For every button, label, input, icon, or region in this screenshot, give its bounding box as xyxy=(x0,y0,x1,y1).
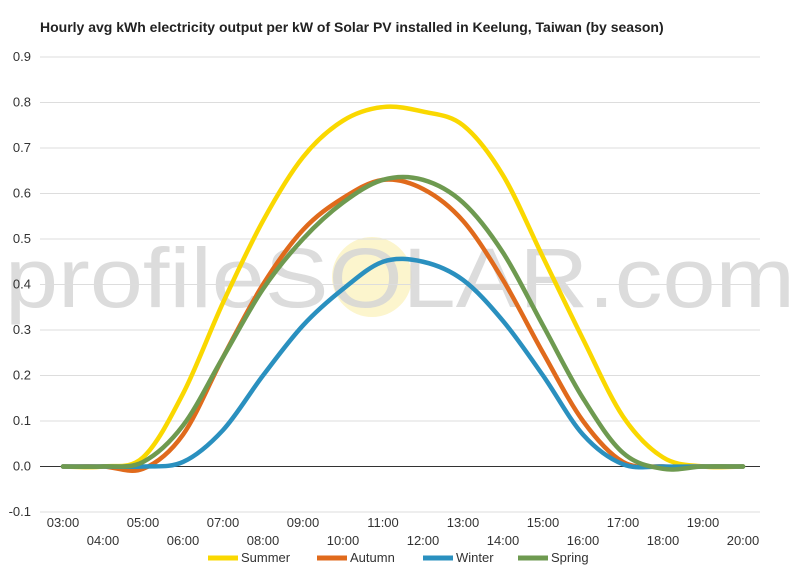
watermark-sun-icon xyxy=(332,237,412,317)
y-tick-label: 0.3 xyxy=(13,322,31,337)
x-tick-label: 20:00 xyxy=(727,533,760,548)
gridlines xyxy=(40,56,760,513)
x-tick-label: 10:00 xyxy=(327,533,360,548)
y-tick-label: 0.5 xyxy=(13,231,31,246)
y-axis-ticks: 0.9 0.8 0.7 0.6 0.5 0.4 0.3 0.2 0.1 0.0 -0.1 xyxy=(9,49,31,519)
y-tick-label: 0.8 xyxy=(13,95,31,110)
y-tick-label: -0.1 xyxy=(9,504,31,519)
series-line-summer xyxy=(60,104,746,470)
x-tick-label: 17:00 xyxy=(607,515,640,530)
x-tick-label: 06:00 xyxy=(167,533,200,548)
legend-label-spring: Spring xyxy=(551,550,589,565)
x-tick-label: 12:00 xyxy=(407,533,440,548)
x-tick-label: 13:00 xyxy=(447,515,480,530)
x-tick-label: 07:00 xyxy=(207,515,240,530)
x-tick-label: 14:00 xyxy=(487,533,520,548)
y-tick-label: 0.0 xyxy=(13,459,31,474)
legend-label-summer: Summer xyxy=(241,550,291,565)
x-tick-label: 19:00 xyxy=(687,515,720,530)
x-tick-label: 04:00 xyxy=(87,533,120,548)
x-tick-label: 16:00 xyxy=(567,533,600,548)
chart-title: Hourly avg kWh electricity output per kW… xyxy=(40,19,664,35)
watermark: profileSOLAR.com xyxy=(5,231,795,325)
y-tick-label: 0.4 xyxy=(13,277,31,292)
y-tick-label: 0.6 xyxy=(13,186,31,201)
y-tick-label: 0.1 xyxy=(13,413,31,428)
legend-label-winter: Winter xyxy=(456,550,494,565)
watermark-text: profileSOLAR.com xyxy=(5,231,795,325)
series-line-winter xyxy=(60,256,746,470)
x-tick-label: 09:00 xyxy=(287,515,320,530)
x-tick-label: 08:00 xyxy=(247,533,280,548)
y-tick-label: 0.9 xyxy=(13,49,31,64)
series-lines xyxy=(60,104,746,473)
x-tick-label: 18:00 xyxy=(647,533,680,548)
x-tick-label: 03:00 xyxy=(47,515,80,530)
x-axis-ticks: 03:00 04:00 05:00 06:00 07:00 08:00 09:00 10:00… xyxy=(47,515,760,548)
x-tick-label: 15:00 xyxy=(527,515,560,530)
y-tick-label: 0.7 xyxy=(13,140,31,155)
legend-label-autumn: Autumn xyxy=(350,550,395,565)
x-tick-label: 11:00 xyxy=(367,515,399,530)
y-tick-label: 0.2 xyxy=(13,368,31,383)
legend: Summer Autumn Winter Spring xyxy=(208,550,589,565)
x-tick-label: 05:00 xyxy=(127,515,160,530)
series-line-spring xyxy=(60,174,746,472)
